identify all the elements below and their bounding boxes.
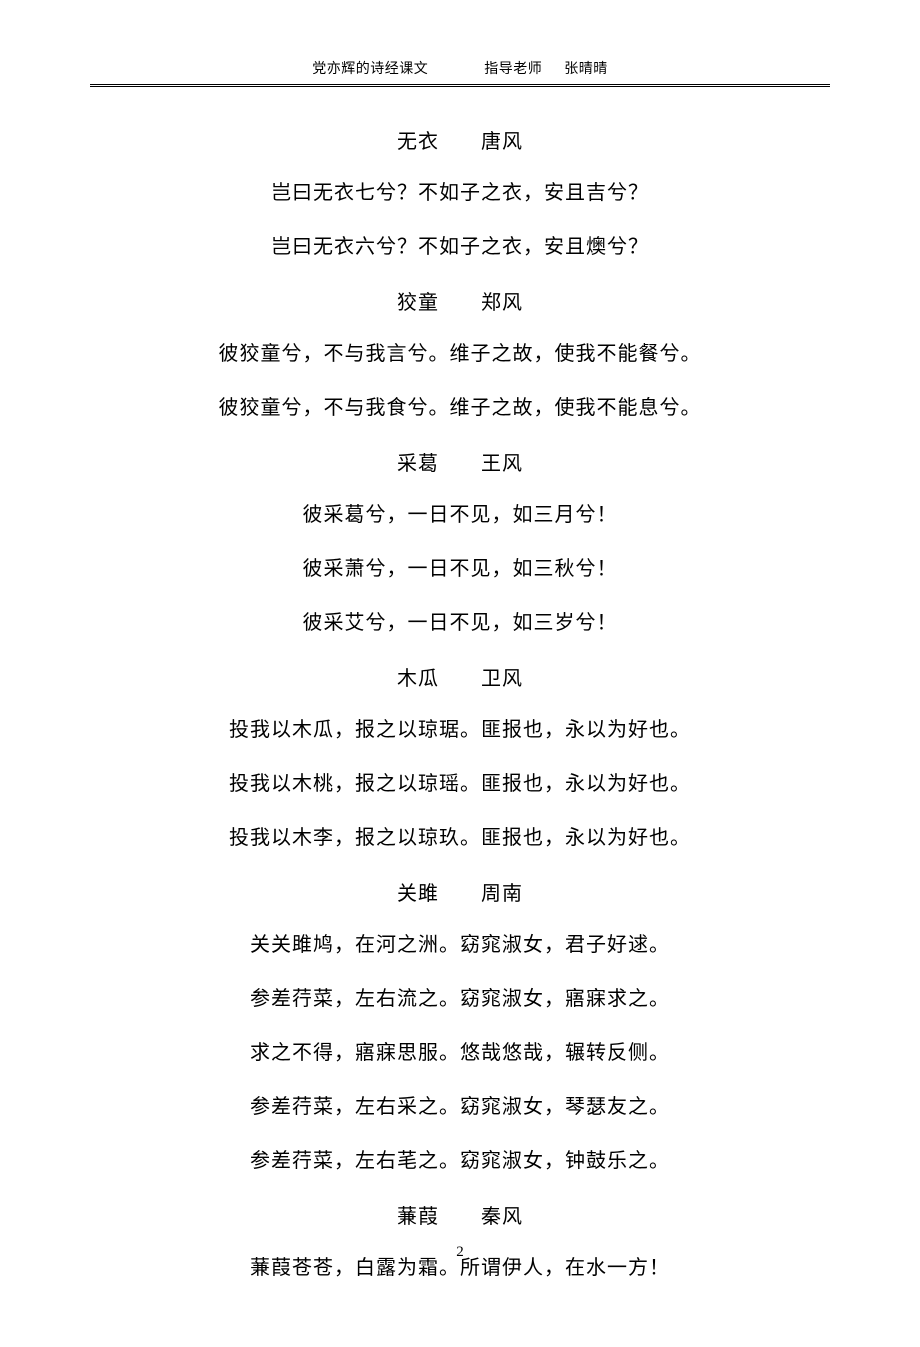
poem-line: 彼狡童兮，不与我言兮。维子之故，使我不能餐兮。 <box>90 339 830 369</box>
title-sub: 郑风 <box>481 292 523 314</box>
header-teacher-label: 指导老师 <box>484 62 542 77</box>
title-main: 狡童 <box>397 292 439 314</box>
poem-line: 投我以木桃，报之以琼瑶。匪报也，永以为好也。 <box>90 769 830 799</box>
page-header: 党亦辉的诗经课文 指导老师 张晴晴 <box>90 58 830 84</box>
poem-title: 蒹葭 秦风 <box>90 1200 830 1229</box>
poem-title: 关雎 周南 <box>90 877 830 906</box>
poem-line: 关关雎鸠，在河之洲。窈窕淑女，君子好逑。 <box>90 930 830 960</box>
poem-line: 彼采艾兮，一日不见，如三岁兮！ <box>90 608 830 638</box>
poem-title: 采葛 王风 <box>90 447 830 476</box>
poem-line: 彼采萧兮，一日不见，如三秋兮！ <box>90 554 830 584</box>
poem-line: 彼采葛兮，一日不见，如三月兮！ <box>90 500 830 530</box>
poem-wuyi: 无衣 唐风 岂曰无衣七兮？不如子之衣，安且吉兮？ 岂曰无衣六兮？不如子之衣，安且… <box>90 125 830 262</box>
title-main: 采葛 <box>397 453 439 475</box>
poem-line: 彼狡童兮，不与我食兮。维子之故，使我不能息兮。 <box>90 393 830 423</box>
title-main: 无衣 <box>397 131 439 153</box>
poem-line: 岂曰无衣七兮？不如子之衣，安且吉兮？ <box>90 178 830 208</box>
page-number: 2 <box>0 1244 920 1261</box>
title-main: 木瓜 <box>397 668 439 690</box>
poem-line: 投我以木瓜，报之以琼琚。匪报也，永以为好也。 <box>90 715 830 745</box>
title-sub: 卫风 <box>481 668 523 690</box>
poem-jiaotong: 狡童 郑风 彼狡童兮，不与我言兮。维子之故，使我不能餐兮。 彼狡童兮，不与我食兮… <box>90 286 830 423</box>
title-sub: 王风 <box>481 453 523 475</box>
header-left-text: 党亦辉的诗经课文 <box>312 62 428 77</box>
poem-caige: 采葛 王风 彼采葛兮，一日不见，如三月兮！ 彼采萧兮，一日不见，如三秋兮！ 彼采… <box>90 447 830 638</box>
poem-line: 求之不得，寤寐思服。悠哉悠哉，辗转反侧。 <box>90 1038 830 1068</box>
poem-title: 无衣 唐风 <box>90 125 830 154</box>
title-sub: 秦风 <box>481 1206 523 1228</box>
header-rule <box>90 84 830 87</box>
title-sub: 周南 <box>481 883 523 905</box>
title-main: 蒹葭 <box>397 1206 439 1228</box>
poem-line: 参差荇菜，左右采之。窈窕淑女，琴瑟友之。 <box>90 1092 830 1122</box>
poem-title: 木瓜 卫风 <box>90 662 830 691</box>
poem-mugua: 木瓜 卫风 投我以木瓜，报之以琼琚。匪报也，永以为好也。 投我以木桃，报之以琼瑶… <box>90 662 830 853</box>
poem-line: 投我以木李，报之以琼玖。匪报也，永以为好也。 <box>90 823 830 853</box>
poem-line: 参差荇菜，左右芼之。窈窕淑女，钟鼓乐之。 <box>90 1146 830 1176</box>
poem-line: 岂曰无衣六兮？不如子之衣，安且燠兮？ <box>90 232 830 262</box>
poem-guanju: 关雎 周南 关关雎鸠，在河之洲。窈窕淑女，君子好逑。 参差荇菜，左右流之。窈窕淑… <box>90 877 830 1176</box>
header-teacher-name: 张晴晴 <box>564 62 608 77</box>
title-sub: 唐风 <box>481 131 523 153</box>
poem-jianjia: 蒹葭 秦风 蒹葭苍苍，白露为霜。所谓伊人，在水一方！ <box>90 1200 830 1283</box>
poem-line: 参差荇菜，左右流之。窈窕淑女，寤寐求之。 <box>90 984 830 1014</box>
document-page: 党亦辉的诗经课文 指导老师 张晴晴 无衣 唐风 岂曰无衣七兮？不如子之衣，安且吉… <box>0 0 920 1347</box>
title-main: 关雎 <box>397 883 439 905</box>
poem-title: 狡童 郑风 <box>90 286 830 315</box>
